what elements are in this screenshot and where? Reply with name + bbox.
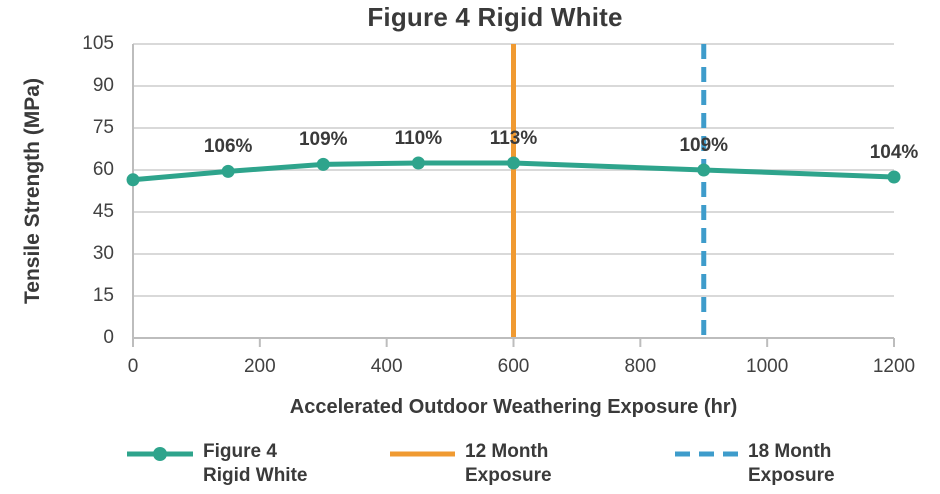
data-point-marker (697, 163, 711, 177)
data-point-marker (221, 164, 235, 178)
x-axis-tick-labels: 0 200 400 600 800 1000 1200 (128, 354, 915, 380)
y-tick-label: 75 (92, 117, 114, 138)
chart-title: Figure 4 Rigid White (367, 2, 623, 32)
data-point-label: 109% (679, 135, 729, 156)
y-tick-label: 45 (92, 201, 114, 222)
series-line-swatch-icon (127, 447, 193, 461)
x-tick-label: 800 (624, 356, 657, 377)
y-tick-label: 90 (92, 75, 114, 96)
y-tick-label: 0 (103, 327, 114, 348)
y-tick-label: 30 (92, 243, 114, 264)
data-point-label: 109% (298, 129, 348, 151)
y-tick-label: 105 (82, 33, 114, 54)
data-point-label: 104% (869, 142, 919, 163)
data-point-marker (316, 157, 330, 171)
data-point-marker (126, 173, 140, 187)
y-axis-tick-labels: 0 15 30 45 60 75 90 105 (0, 33, 118, 348)
legend: Figure 4 Rigid White 12 Month Exposure 1… (0, 440, 940, 494)
legend-item-18-month: 18 Month Exposure (675, 440, 835, 488)
dashed-line-swatch-icon (675, 451, 738, 457)
y-tick-label: 60 (92, 159, 114, 180)
x-tick-label: 400 (370, 356, 403, 377)
x-tick-label: 1200 (872, 356, 916, 377)
legend-item-series: Figure 4 Rigid White (127, 440, 307, 488)
legend-label-series: Figure 4 Rigid White (203, 441, 308, 486)
data-point-marker (411, 156, 425, 170)
data-point-label: 113% (489, 128, 538, 149)
x-tick-label: 0 (127, 356, 139, 377)
plot-canvas (126, 43, 901, 347)
x-tick-label: 600 (497, 356, 530, 377)
solid-line-swatch-icon (390, 451, 455, 457)
legend-label-12-month: 12 Month Exposure (465, 441, 552, 486)
data-point-marker (507, 156, 520, 170)
legend-item-12-month: 12 Month Exposure (390, 440, 552, 488)
legend-label-18-month: 18 Month Exposure (748, 441, 835, 486)
plot-area: 106% 109% 110% 113% 109% 104% (126, 43, 918, 347)
data-point-label: 106% (203, 136, 253, 158)
data-point-marker (887, 170, 901, 184)
x-tick-label: 1000 (746, 356, 789, 377)
x-tick-label: 200 (243, 356, 276, 377)
data-point-label: 110% (394, 128, 443, 149)
x-axis-title: Accelerated Outdoor Weathering Exposure … (289, 396, 738, 418)
y-tick-label: 15 (92, 285, 114, 306)
